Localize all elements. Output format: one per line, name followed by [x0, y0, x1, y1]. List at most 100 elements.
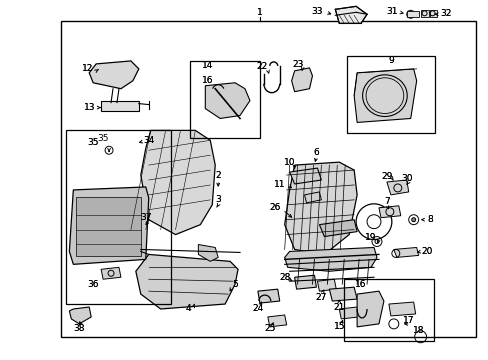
Text: 13: 13: [83, 103, 95, 112]
Text: 10: 10: [284, 158, 295, 167]
Text: 35: 35: [87, 138, 99, 147]
Text: 8: 8: [427, 215, 432, 224]
Text: 28: 28: [279, 273, 290, 282]
Text: 25: 25: [264, 324, 275, 333]
Text: 15: 15: [333, 322, 345, 331]
Text: 1: 1: [257, 8, 262, 17]
Polygon shape: [69, 187, 148, 264]
Text: 38: 38: [73, 324, 85, 333]
Text: 16: 16: [201, 76, 213, 85]
Polygon shape: [406, 11, 418, 17]
Text: 18: 18: [412, 326, 424, 335]
Polygon shape: [267, 315, 286, 327]
Text: 37: 37: [140, 213, 151, 222]
Polygon shape: [420, 10, 427, 17]
Polygon shape: [257, 289, 279, 303]
Polygon shape: [89, 61, 139, 89]
Text: 14: 14: [201, 62, 213, 71]
Bar: [76, 197, 141, 256]
Circle shape: [408, 12, 412, 16]
Bar: [346, 56, 434, 133]
Text: 21: 21: [333, 302, 344, 311]
Text: 7: 7: [383, 197, 389, 206]
Text: 18: 18: [412, 326, 424, 335]
Text: 13: 13: [83, 103, 95, 112]
Polygon shape: [353, 69, 416, 122]
Text: 3: 3: [215, 195, 221, 204]
Polygon shape: [69, 307, 91, 324]
Text: 35: 35: [87, 138, 99, 147]
Text: 4: 4: [185, 305, 191, 314]
Text: 22: 22: [256, 62, 267, 71]
Text: 20: 20: [420, 247, 431, 256]
Polygon shape: [141, 130, 215, 235]
Text: 7: 7: [383, 197, 389, 206]
Text: 37: 37: [140, 213, 151, 222]
Text: 12: 12: [81, 64, 93, 73]
Text: 29: 29: [381, 171, 392, 180]
Bar: [61, 21, 475, 337]
Text: 20: 20: [420, 247, 431, 256]
Text: 8: 8: [427, 215, 432, 224]
Text: 1: 1: [257, 8, 262, 17]
Bar: [66, 130, 170, 304]
Polygon shape: [198, 244, 218, 261]
Text: 31: 31: [386, 7, 397, 16]
Text: 11: 11: [273, 180, 285, 189]
Text: 28: 28: [279, 273, 290, 282]
Polygon shape: [291, 68, 312, 92]
Text: 30: 30: [400, 174, 412, 183]
Bar: [101, 100, 139, 111]
Text: 36: 36: [87, 280, 99, 289]
Polygon shape: [284, 247, 376, 271]
Polygon shape: [304, 192, 321, 203]
Text: 25: 25: [264, 324, 275, 333]
Text: 5: 5: [232, 280, 238, 289]
Polygon shape: [393, 247, 418, 257]
Text: 2: 2: [215, 171, 221, 180]
Text: 26: 26: [268, 203, 280, 212]
Text: 35: 35: [97, 134, 109, 143]
Text: 3: 3: [215, 195, 221, 204]
Text: 10: 10: [284, 158, 295, 167]
Polygon shape: [335, 6, 366, 23]
Polygon shape: [378, 206, 400, 218]
Text: 21: 21: [333, 302, 344, 311]
Text: 14: 14: [201, 62, 213, 71]
Polygon shape: [319, 220, 356, 237]
Polygon shape: [136, 255, 238, 309]
Polygon shape: [328, 287, 356, 301]
Text: 34: 34: [143, 136, 154, 145]
Polygon shape: [356, 291, 383, 327]
Text: 24: 24: [252, 305, 263, 314]
Text: 17: 17: [402, 316, 414, 325]
Polygon shape: [386, 180, 408, 195]
Polygon shape: [289, 168, 321, 184]
Text: 38: 38: [73, 324, 85, 333]
Text: 15: 15: [333, 322, 345, 331]
Text: 26: 26: [268, 203, 280, 212]
Text: 36: 36: [87, 280, 99, 289]
Polygon shape: [294, 275, 316, 289]
Text: 27: 27: [315, 293, 326, 302]
Text: 32: 32: [440, 9, 451, 18]
Text: 23: 23: [291, 60, 303, 69]
Text: 19: 19: [365, 233, 376, 242]
Text: 2: 2: [215, 171, 221, 180]
Polygon shape: [101, 267, 121, 279]
Polygon shape: [317, 279, 336, 291]
Polygon shape: [428, 10, 436, 17]
Text: 12: 12: [81, 64, 93, 73]
Text: 9: 9: [387, 57, 393, 66]
Text: 23: 23: [291, 60, 303, 69]
Text: 19: 19: [365, 233, 376, 242]
Text: 6: 6: [313, 148, 319, 157]
Text: 5: 5: [232, 280, 238, 289]
Text: 6: 6: [313, 148, 319, 157]
Bar: [190, 61, 259, 138]
Text: 33: 33: [311, 7, 323, 16]
Text: 29: 29: [381, 171, 392, 180]
Text: 22: 22: [256, 62, 267, 71]
Text: 34: 34: [143, 136, 154, 145]
Text: 27: 27: [315, 293, 326, 302]
